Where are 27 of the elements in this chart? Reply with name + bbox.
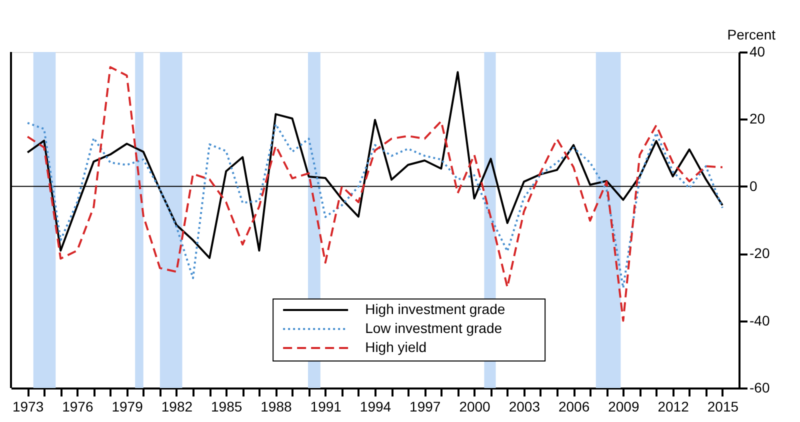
legend-label: High yield [365, 338, 427, 355]
x-tick-label: 2003 [508, 398, 540, 414]
legend-label: Low investment grade [365, 320, 502, 336]
x-tick-label: 1988 [260, 398, 292, 414]
line-series [26, 122, 724, 289]
y-tick-label: -40 [750, 312, 770, 328]
x-tick-label: 1979 [112, 398, 144, 414]
x-tick-label: 1982 [161, 398, 193, 414]
x-tick-label: 2012 [658, 398, 690, 414]
y-tick-label: -60 [750, 380, 770, 396]
y-tick-label: 40 [750, 44, 766, 60]
line-series [26, 66, 724, 322]
y-axis-title: Percent [727, 26, 776, 42]
x-tick-label: 2015 [707, 398, 739, 414]
legend-label: High investment grade [365, 300, 506, 317]
x-tick-label: 1994 [360, 398, 392, 414]
x-tick-label: 2000 [459, 398, 491, 414]
y-tick-label: 20 [750, 110, 766, 127]
x-tick-label: 1976 [62, 398, 94, 414]
x-tick-label: 1991 [310, 398, 342, 414]
x-tick-label: 1973 [12, 398, 44, 414]
x-tick-label: 2009 [608, 398, 640, 414]
x-tick-label: 1997 [410, 398, 441, 414]
x-tick-label: 1985 [211, 398, 242, 414]
y-tick-label: -20 [750, 245, 770, 262]
y-tick-label: 0 [750, 178, 758, 194]
x-tick-label: 2006 [558, 398, 590, 414]
